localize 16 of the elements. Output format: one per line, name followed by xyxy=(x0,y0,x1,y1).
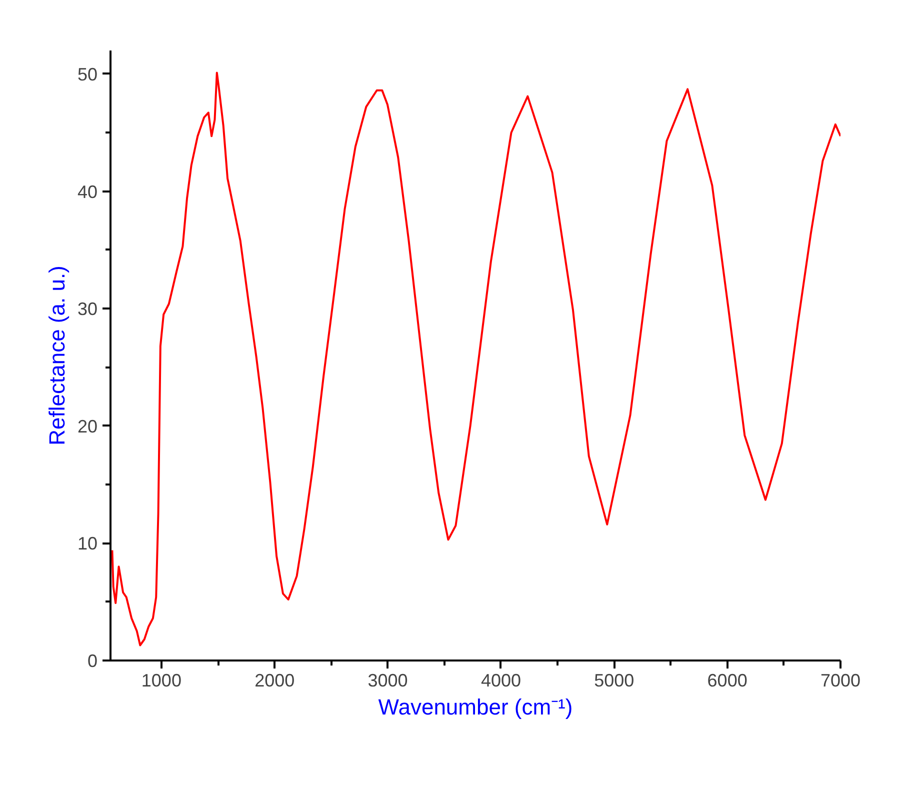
y-tick-label: 0 xyxy=(87,651,98,671)
y-axis-title: Reflectance (a. u.) xyxy=(44,266,70,446)
x-tick-label: 7000 xyxy=(820,670,861,690)
y-tick-label: 20 xyxy=(77,416,98,436)
y-tick-label: 50 xyxy=(77,64,98,84)
x-tick-label: 2000 xyxy=(254,670,295,690)
x-axis-title: Wavenumber (cm⁻¹) xyxy=(378,694,573,720)
x-tick-label: 4000 xyxy=(480,670,521,690)
x-tick-label: 1000 xyxy=(141,670,182,690)
y-tick-label: 10 xyxy=(77,534,98,554)
y-tick-label: 30 xyxy=(77,299,98,320)
line-series xyxy=(111,72,840,646)
x-tick-label: 3000 xyxy=(368,670,408,690)
y-tick-label: 40 xyxy=(77,182,98,202)
x-tick-label: 5000 xyxy=(594,670,634,690)
x-tick-label: 6000 xyxy=(707,670,748,690)
